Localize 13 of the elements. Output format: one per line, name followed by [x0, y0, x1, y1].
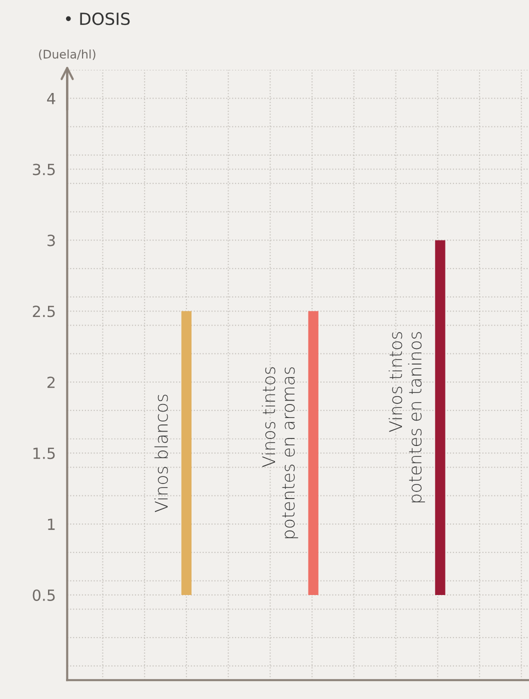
x-tick-label: Vinos blancos — [154, 394, 168, 512]
y-tick-label: 3 — [48, 234, 55, 246]
y-tick-label: 2 — [47, 376, 55, 388]
x-tick-label: Vinos tintos potentes en aromas — [262, 367, 298, 538]
y-tick-label: 4 — [47, 92, 56, 104]
y-tick-label: 1 — [48, 518, 55, 530]
chart-title: • DOSIS — [66, 12, 130, 26]
y-tick-label: 1.5 — [33, 448, 55, 460]
y-tick-label: 3.5 — [32, 164, 55, 176]
x-tick-label: Vinos tintos potentes en taninos — [388, 332, 425, 502]
y-tick-label: 2.5 — [32, 306, 55, 318]
y-tick-label: 0.5 — [32, 589, 55, 601]
y-axis-title: (Duela/hl) — [39, 50, 96, 60]
